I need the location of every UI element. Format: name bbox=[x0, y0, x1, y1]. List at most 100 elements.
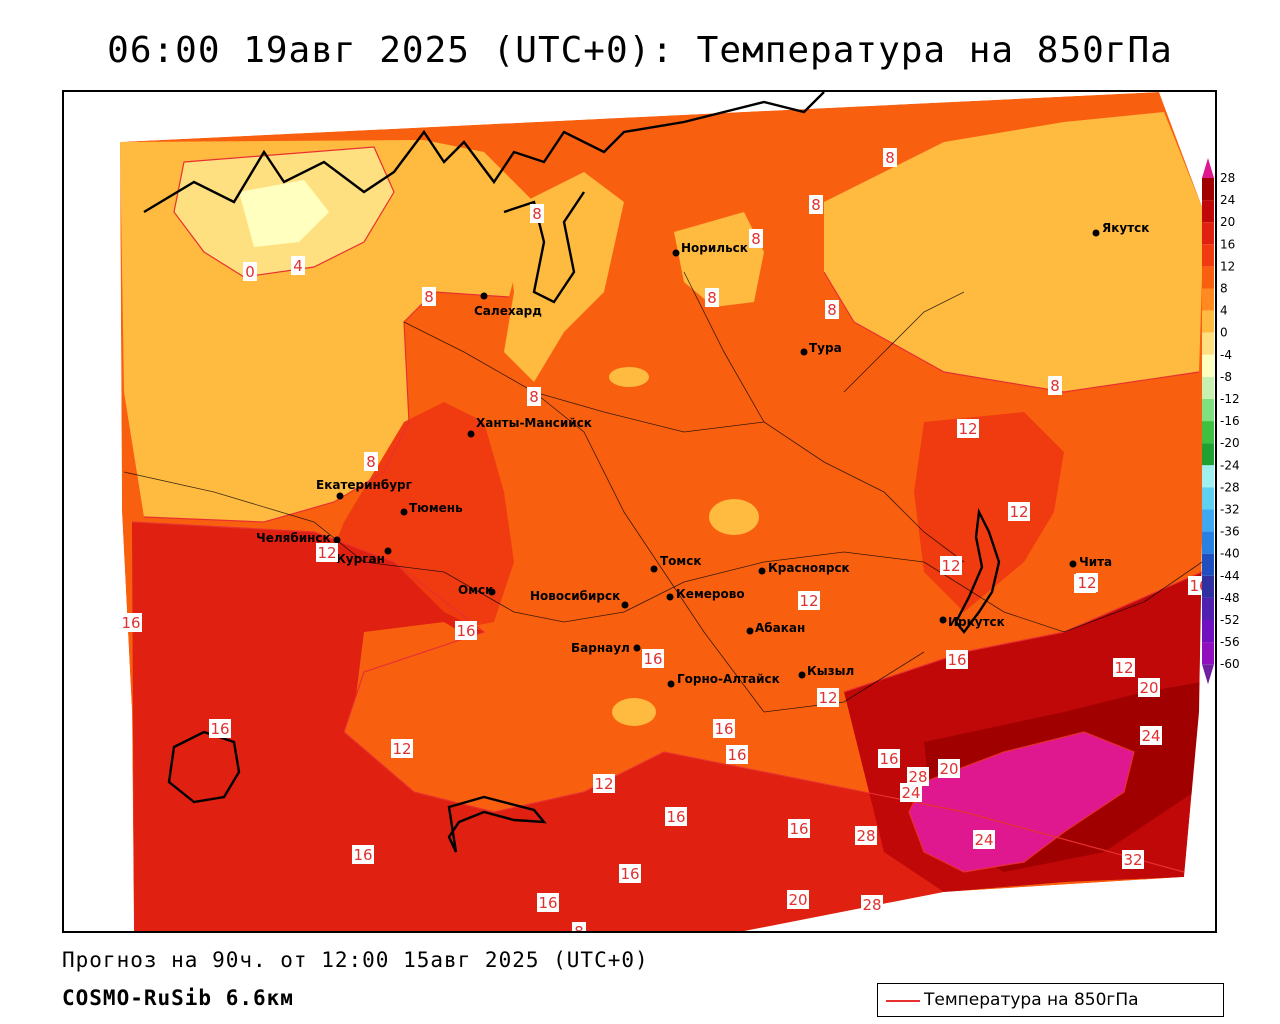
colorbar-box bbox=[1202, 266, 1214, 289]
colorbar-box bbox=[1202, 531, 1214, 554]
colorbar-box bbox=[1202, 487, 1214, 510]
contour-label-box bbox=[364, 452, 378, 471]
contour-label: 20 bbox=[788, 891, 807, 909]
city-gorno-altaysk: Горно-Алтайск bbox=[667, 672, 780, 688]
contour-label: 12 bbox=[392, 740, 411, 758]
colorbar-box bbox=[1202, 509, 1214, 532]
colorbar-tick-label: -16 bbox=[1220, 414, 1240, 428]
colorbar-box bbox=[1202, 288, 1214, 311]
city-norilsk: Норильск bbox=[672, 241, 748, 257]
contour-label-box bbox=[530, 204, 544, 223]
svg-text:Курган: Курган bbox=[336, 552, 385, 566]
contour-label-box bbox=[946, 650, 968, 669]
colorbar-tick-label: 20 bbox=[1220, 215, 1235, 229]
contour-label-box bbox=[957, 419, 979, 438]
contour-label: 16 bbox=[947, 651, 966, 669]
contour-label-box bbox=[619, 864, 641, 883]
contour-label: 16 bbox=[121, 614, 140, 632]
colorbar-tick-label: 28 bbox=[1220, 171, 1235, 185]
contour-label-box bbox=[1113, 658, 1135, 677]
contour-label: 12 bbox=[958, 420, 977, 438]
svg-text:Чита: Чита bbox=[1079, 555, 1112, 569]
svg-text:Кызыл: Кызыл bbox=[807, 664, 854, 678]
contour-label: 8 bbox=[827, 301, 837, 319]
city-omsk: Омск bbox=[458, 583, 496, 597]
colorbar-box bbox=[1202, 620, 1214, 643]
contour-label: 16 bbox=[210, 720, 229, 738]
isotherm-line bbox=[843, 571, 1203, 693]
contour-label: 16 bbox=[538, 894, 557, 912]
city-yakutsk: Якутск bbox=[1092, 221, 1149, 237]
contour-label-box bbox=[940, 556, 962, 575]
contour-label: 24 bbox=[974, 831, 993, 849]
colorbar-tick-label: 4 bbox=[1220, 304, 1228, 318]
contour-label: 16 bbox=[879, 750, 898, 768]
field-nw-cool-core bbox=[239, 180, 329, 247]
contour-label: 12 bbox=[799, 592, 818, 610]
contour-label-box bbox=[825, 300, 839, 319]
coast-line bbox=[143, 92, 825, 214]
svg-text:Якутск: Якутск bbox=[1102, 221, 1149, 235]
isotherm-line bbox=[908, 731, 1135, 873]
contour-label-box bbox=[665, 807, 687, 826]
contour-label: 12 bbox=[594, 775, 613, 793]
colorbar-box bbox=[1202, 244, 1214, 267]
colorbar-boxes bbox=[1202, 158, 1214, 685]
svg-text:Абакан: Абакан bbox=[755, 621, 805, 635]
admin-borders bbox=[123, 271, 1203, 713]
contour-label-box bbox=[316, 543, 338, 562]
city-barnaul: Барнаул bbox=[571, 641, 641, 655]
contour-label-box bbox=[817, 688, 839, 707]
svg-text:Кемерово: Кемерово bbox=[676, 587, 745, 601]
colorbar-box bbox=[1202, 465, 1214, 488]
contour-label: 8 bbox=[1050, 377, 1060, 395]
contour-label-box bbox=[907, 767, 929, 786]
temperature-map: Якутск Норильск Салехард Тура Ханты-Манс… bbox=[62, 90, 1217, 933]
colorbar-tick-label: -52 bbox=[1220, 613, 1240, 627]
colorbar: 28 24 20 16 12 8 4 0 -4 -8 -12 -16 -20 -24 -28 -32 -36 -4… bbox=[1202, 158, 1240, 685]
lake-baikal bbox=[954, 507, 1001, 634]
contour-label: 8 bbox=[532, 205, 542, 223]
svg-text:Тура: Тура bbox=[809, 341, 842, 355]
colorbar-tick-label: -12 bbox=[1220, 392, 1240, 406]
svg-text:Иркутск: Иркутск bbox=[948, 615, 1005, 629]
isotherm-line bbox=[173, 146, 395, 278]
contour-label-box bbox=[642, 649, 664, 668]
colorbar-tick-label: -44 bbox=[1220, 569, 1240, 583]
city-tomsk: Томск bbox=[650, 554, 702, 573]
contour-label: 12 bbox=[941, 557, 960, 575]
contour-label-box bbox=[749, 229, 763, 248]
model-name: COSMO-RuSib 6.6км bbox=[62, 986, 294, 1010]
svg-text:Салехард: Салехард bbox=[474, 304, 542, 318]
city-irkutsk: Иркутск bbox=[939, 615, 1005, 629]
colorbar-box bbox=[1202, 553, 1214, 576]
city-kurgan: Курган bbox=[336, 547, 392, 566]
contour-label: 20 bbox=[939, 760, 958, 778]
colorbar-tick-label: 16 bbox=[1220, 237, 1235, 251]
city-chita: Чита bbox=[1069, 555, 1112, 569]
contour-label: 20 bbox=[1139, 679, 1158, 697]
map-canvas: Якутск Норильск Салехард Тура Ханты-Манс… bbox=[64, 92, 1215, 931]
contour-label-box bbox=[809, 195, 823, 214]
city-novosibirsk: Новосибирск bbox=[530, 589, 629, 609]
contour-label-box bbox=[900, 783, 922, 802]
contour-label-box bbox=[1076, 573, 1098, 592]
border-line bbox=[403, 321, 765, 433]
contour-label: 28 bbox=[908, 768, 927, 786]
legend-line-swatch bbox=[886, 1000, 920, 1002]
city-salekhard: Салехард bbox=[474, 292, 542, 318]
colorbar-tick-label: 12 bbox=[1220, 259, 1235, 273]
colorbar-bottom-arrow bbox=[1202, 664, 1214, 685]
contour-label: 16 bbox=[620, 865, 639, 883]
contour-label-box bbox=[788, 819, 810, 838]
svg-text:Томск: Томск bbox=[660, 554, 702, 568]
isotherm-line bbox=[131, 521, 1185, 873]
city-khanty-mansiysk: Ханты-Мансийск bbox=[467, 416, 592, 438]
field-yamal bbox=[504, 172, 624, 382]
colorbar-box bbox=[1202, 399, 1214, 422]
contour-label-box bbox=[973, 830, 995, 849]
city-krasnoyarsk: Красноярск bbox=[758, 561, 850, 575]
contour-label: 16 bbox=[353, 846, 372, 864]
contour-label: 16 bbox=[789, 820, 808, 838]
colorbar-box bbox=[1202, 376, 1214, 399]
